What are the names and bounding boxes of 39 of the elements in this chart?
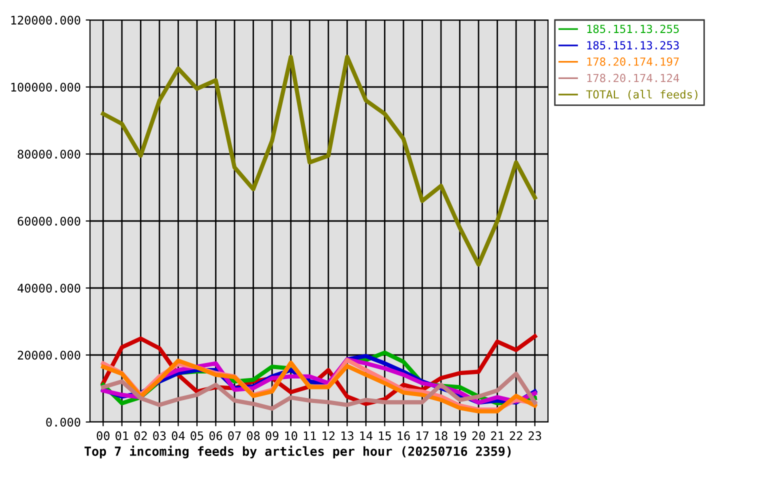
- x-tick-label: 22: [510, 431, 522, 440]
- legend-label: TOTAL (all feeds): [586, 90, 698, 100]
- x-tick-label: 04: [172, 431, 185, 440]
- x-tick-label: 10: [285, 431, 298, 440]
- x-tick-label: 08: [246, 431, 260, 440]
- line-series: [101, 372, 537, 411]
- legend-label: 185.151.13.255: [587, 24, 679, 34]
- x-tick-label: 03: [153, 431, 166, 440]
- y-tick-label: 20000.000: [18, 350, 80, 360]
- x-tick-label: 16: [398, 431, 410, 440]
- x-tick-label: 06: [209, 431, 222, 440]
- y-tick-label: 120000.000: [11, 16, 80, 25]
- x-tick-label: 11: [304, 431, 316, 440]
- x-tick-label: 15: [379, 431, 391, 440]
- x-tick-label: 19: [454, 431, 466, 440]
- x-tick-label: 21: [491, 431, 504, 440]
- legend-label: 178.20.174.197: [587, 57, 679, 66]
- y-tick-label: 100000.000: [11, 82, 80, 92]
- x-tick-label: 05: [190, 431, 204, 440]
- x-tick-label: 14: [360, 431, 372, 440]
- x-tick-label: 07: [228, 431, 241, 440]
- x-tick-label: 23: [528, 431, 542, 440]
- text: Top 7 incoming feeds by articles per hour (20250716 2359): [84, 446, 511, 458]
- x-tick-label: 09: [266, 431, 278, 440]
- x-tick-label: 12: [322, 431, 334, 440]
- x-tick-label: 20: [472, 431, 485, 440]
- x-tick-label: 18: [435, 431, 448, 440]
- y-tick-label: 40000.000: [18, 284, 80, 293]
- y-tick-label: 80000.000: [18, 150, 80, 159]
- x-tick-label: 01: [116, 431, 128, 440]
- x-tick-label: 13: [341, 431, 354, 440]
- y-tick-label: 0.000: [46, 418, 80, 427]
- y-tick-label: 60000.000: [18, 216, 80, 226]
- legend-label: 178.20.174.124: [587, 74, 680, 82]
- x-tick-label: 00: [96, 431, 110, 440]
- x-tick-label: 17: [416, 431, 428, 440]
- legend-label: 185.151.13.253: [587, 41, 679, 50]
- x-tick-label: 02: [134, 431, 147, 440]
- line-series: [101, 54, 537, 267]
